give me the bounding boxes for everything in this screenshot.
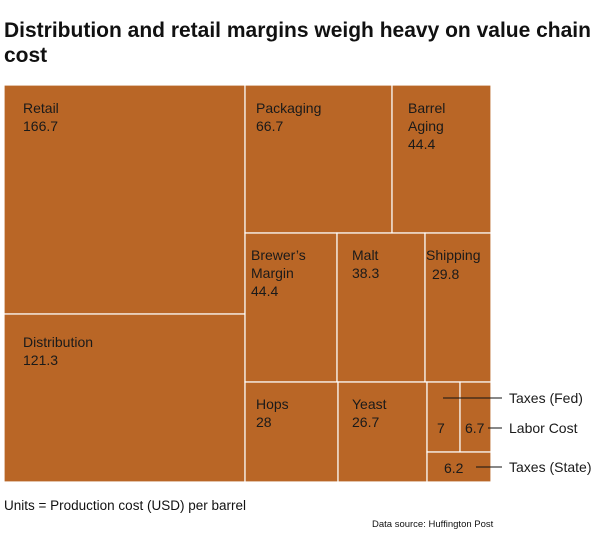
external-label-taxes-fed: Taxes (Fed) bbox=[509, 390, 583, 406]
external-label-taxes-state: Taxes (State) bbox=[509, 459, 591, 475]
tile-name-malt: Malt bbox=[352, 247, 379, 263]
tile-labor-cost bbox=[459, 381, 492, 453]
tile-value-packaging: 66.7 bbox=[256, 118, 283, 134]
tile-name-barrel-aging: Barrel Aging bbox=[408, 100, 445, 134]
tile-value-taxes-fed: 7 bbox=[437, 420, 445, 436]
tile-value-distribution: 121.3 bbox=[23, 352, 58, 368]
tile-value-hops: 28 bbox=[256, 414, 272, 430]
tile-name-hops: Hops bbox=[256, 396, 289, 412]
tile-value-labor-cost: 6.7 bbox=[465, 420, 485, 436]
tile-yeast bbox=[337, 381, 428, 483]
tile-name-brewer-s-margin: Brewer’s Margin bbox=[251, 247, 306, 281]
tile-barrel-aging bbox=[391, 84, 492, 234]
tile-name-yeast: Yeast bbox=[352, 396, 387, 412]
tile-value-yeast: 26.7 bbox=[352, 414, 379, 430]
tile-hops bbox=[244, 381, 339, 483]
tile-taxes-fed bbox=[426, 381, 461, 453]
units-note: Units = Production cost (USD) per barrel bbox=[4, 498, 246, 513]
tile-value-shipping: 29.8 bbox=[432, 266, 459, 282]
tile-brewer-s-margin bbox=[244, 232, 338, 383]
tile-packaging bbox=[244, 84, 393, 234]
external-label-labor-cost: Labor Cost bbox=[509, 420, 578, 436]
tile-value-retail: 166.7 bbox=[23, 118, 58, 134]
tile-value-malt: 38.3 bbox=[352, 265, 379, 281]
chart-title: Distribution and retail margins weigh he… bbox=[4, 19, 591, 67]
tile-malt bbox=[336, 232, 426, 383]
tile-name-distribution: Distribution bbox=[23, 334, 93, 350]
tile-taxes-state bbox=[426, 451, 492, 483]
tile-retail bbox=[3, 84, 246, 315]
tile-value-barrel-aging: 44.4 bbox=[408, 136, 435, 152]
tile-name-shipping: Shipping bbox=[426, 247, 481, 263]
source-note: Data source: Huffington Post bbox=[372, 519, 494, 530]
tile-name-packaging: Packaging bbox=[256, 100, 321, 116]
tile-name-retail: Retail bbox=[23, 100, 59, 116]
tile-value-brewer-s-margin: 44.4 bbox=[251, 283, 278, 299]
tile-shipping bbox=[424, 232, 492, 383]
tile-value-taxes-state: 6.2 bbox=[444, 460, 464, 476]
